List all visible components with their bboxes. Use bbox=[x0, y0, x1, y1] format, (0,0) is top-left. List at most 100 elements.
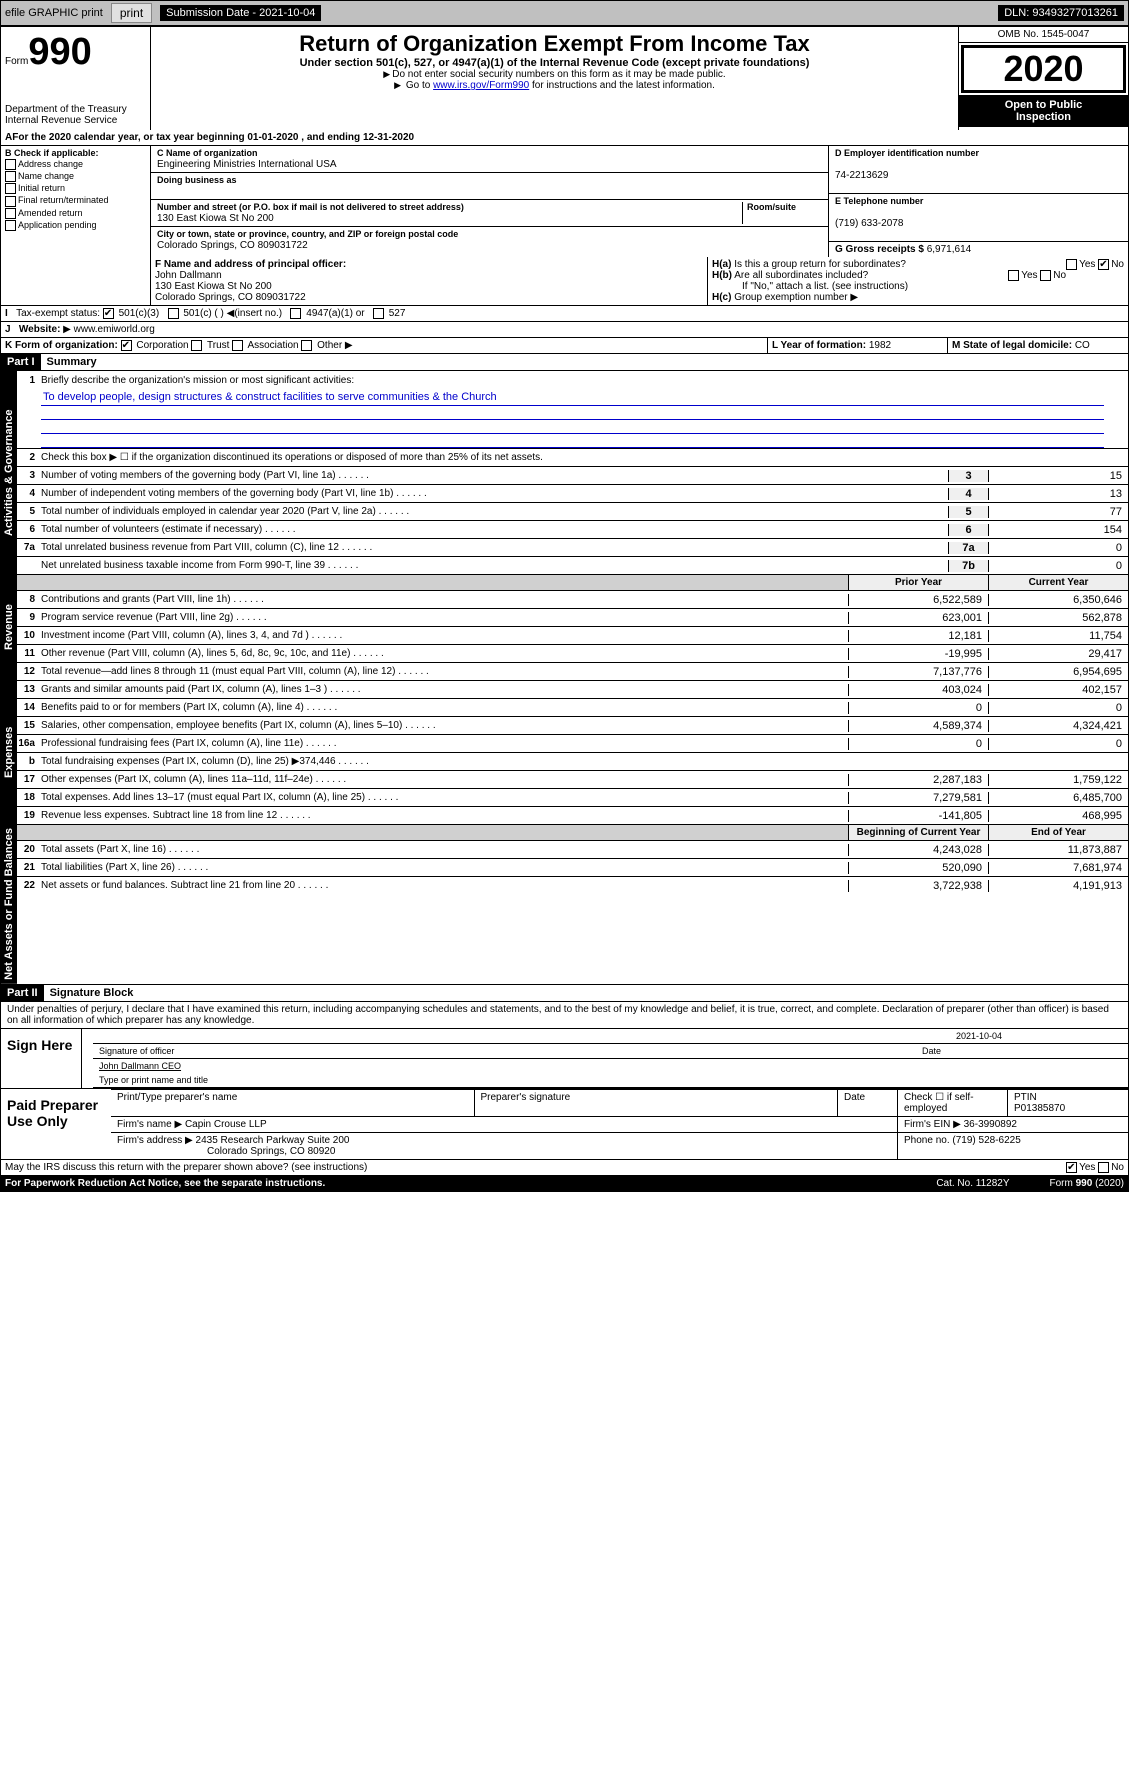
firm-ein: 36-3990892 bbox=[964, 1119, 1017, 1130]
year-box: OMB No. 1545-0047 2020 Open to PublicIns… bbox=[958, 27, 1128, 130]
discuss-yes[interactable] bbox=[1066, 1162, 1077, 1173]
phone: (719) 633-2078 bbox=[835, 218, 903, 229]
discuss-row: May the IRS discuss this return with the… bbox=[1, 1159, 1128, 1175]
org-name: Engineering Ministries International USA bbox=[157, 159, 337, 170]
cb-4947[interactable] bbox=[290, 308, 301, 319]
perjury-statement: Under penalties of perjury, I declare th… bbox=[1, 1002, 1128, 1028]
firm-phone: (719) 528-6225 bbox=[952, 1135, 1020, 1146]
table-row: 16aProfessional fundraising fees (Part I… bbox=[17, 734, 1128, 752]
table-row: 15Salaries, other compensation, employee… bbox=[17, 716, 1128, 734]
cb-amended[interactable]: Amended return bbox=[5, 208, 146, 219]
ptin: P01385870 bbox=[1014, 1103, 1065, 1114]
org-city: Colorado Springs, CO 809031722 bbox=[157, 240, 308, 251]
form-subtitle: Under section 501(c), 527, or 4947(a)(1)… bbox=[155, 57, 954, 69]
hb-yes[interactable] bbox=[1008, 270, 1019, 281]
cb-corp[interactable] bbox=[121, 340, 132, 351]
ein: 74-2213629 bbox=[835, 170, 888, 181]
footer-bar: For Paperwork Reduction Act Notice, see … bbox=[1, 1175, 1128, 1191]
hb-no[interactable] bbox=[1040, 270, 1051, 281]
summary-governance: Activities & Governance 1Briefly describ… bbox=[1, 371, 1128, 574]
state-domicile: CO bbox=[1075, 340, 1090, 351]
website-row: J Website: ▶ www.emiworld.org bbox=[1, 322, 1128, 338]
mission-text: To develop people, design structures & c… bbox=[41, 389, 1104, 406]
firm-name: Capin Crouse LLP bbox=[185, 1119, 267, 1130]
identity-section: B Check if applicable: Address change Na… bbox=[1, 146, 1128, 257]
officer-signed-name: John Dallmann CEO bbox=[99, 1061, 181, 1071]
form-word: Form bbox=[5, 56, 28, 67]
ha-no[interactable] bbox=[1098, 259, 1109, 270]
top-toolbar: efile GRAPHIC print print Submission Dat… bbox=[0, 0, 1129, 26]
discuss-no[interactable] bbox=[1098, 1162, 1109, 1173]
cb-name-change[interactable]: Name change bbox=[5, 171, 146, 182]
table-row: 20Total assets (Part X, line 16) . . . .… bbox=[17, 840, 1128, 858]
ha-yes[interactable] bbox=[1066, 259, 1077, 270]
paid-preparer-section: Paid Preparer Use Only Print/Type prepar… bbox=[1, 1088, 1128, 1159]
summary-revenue: Revenue Prior YearCurrent Year 8Contribu… bbox=[1, 574, 1128, 680]
table-row: 3Number of voting members of the governi… bbox=[17, 466, 1128, 484]
table-row: 6Total number of volunteers (estimate if… bbox=[17, 520, 1128, 538]
table-row: 5Total number of individuals employed in… bbox=[17, 502, 1128, 520]
table-row: 13Grants and similar amounts paid (Part … bbox=[17, 680, 1128, 698]
ssn-note: Do not enter social security numbers on … bbox=[155, 69, 954, 80]
box-c: C Name of organizationEngineering Minist… bbox=[151, 146, 828, 257]
table-row: 17Other expenses (Part IX, column (A), l… bbox=[17, 770, 1128, 788]
submission-date: Submission Date - 2021-10-04 bbox=[160, 5, 321, 21]
table-row: 22Net assets or fund balances. Subtract … bbox=[17, 876, 1128, 894]
table-row: 7aTotal unrelated business revenue from … bbox=[17, 538, 1128, 556]
table-row: bTotal fundraising expenses (Part IX, co… bbox=[17, 752, 1128, 770]
table-row: 11Other revenue (Part VIII, column (A), … bbox=[17, 644, 1128, 662]
website: www.emiworld.org bbox=[74, 324, 155, 335]
dln-label: DLN: 93493277013261 bbox=[998, 5, 1124, 21]
table-row: 4Number of independent voting members of… bbox=[17, 484, 1128, 502]
form-number: 990 bbox=[28, 31, 91, 73]
sidehead-revenue: Revenue bbox=[1, 574, 17, 680]
table-row: 18Total expenses. Add lines 13–17 (must … bbox=[17, 788, 1128, 806]
gross-receipts: 6,971,614 bbox=[927, 244, 972, 255]
tax-exempt-row: I Tax-exempt status: 501(c)(3) 501(c) ( … bbox=[1, 306, 1128, 322]
cb-501c3[interactable] bbox=[103, 308, 114, 319]
cb-initial-return[interactable]: Initial return bbox=[5, 183, 146, 194]
sidehead-governance: Activities & Governance bbox=[1, 371, 17, 574]
cb-assoc[interactable] bbox=[232, 340, 243, 351]
table-row: 9Program service revenue (Part VIII, lin… bbox=[17, 608, 1128, 626]
irs-link[interactable]: www.irs.gov/Form990 bbox=[433, 80, 529, 91]
tax-year: 2020 bbox=[961, 45, 1126, 93]
cb-other[interactable] bbox=[301, 340, 312, 351]
sidehead-netassets: Net Assets or Fund Balances bbox=[1, 824, 17, 984]
irs-label: Internal Revenue Service bbox=[5, 115, 146, 126]
table-row: 21Total liabilities (Part X, line 26) . … bbox=[17, 858, 1128, 876]
open-inspection: Open to PublicInspection bbox=[959, 95, 1128, 127]
cb-app-pending[interactable]: Application pending bbox=[5, 220, 146, 231]
form-990-body: Form990 Department of the Treasury Inter… bbox=[0, 26, 1129, 1192]
cb-final-return[interactable]: Final return/terminated bbox=[5, 195, 146, 206]
cb-527[interactable] bbox=[373, 308, 384, 319]
klm-row: K Form of organization: Corporation Trus… bbox=[1, 338, 1128, 354]
org-address: 130 East Kiowa St No 200 bbox=[157, 213, 274, 224]
table-row: 12Total revenue—add lines 8 through 11 (… bbox=[17, 662, 1128, 680]
officer-group-row: F Name and address of principal officer:… bbox=[1, 257, 1128, 306]
table-row: 19Revenue less expenses. Subtract line 1… bbox=[17, 806, 1128, 824]
cb-address-change[interactable]: Address change bbox=[5, 159, 146, 170]
box-deg: D Employer identification number74-22136… bbox=[828, 146, 1128, 257]
table-row: 14Benefits paid to or for members (Part … bbox=[17, 698, 1128, 716]
cb-501c[interactable] bbox=[168, 308, 179, 319]
tax-period-row: AFor the 2020 calendar year, or tax year… bbox=[1, 130, 1128, 146]
part2-header: Part II Signature Block bbox=[1, 984, 1128, 1002]
form-title: Return of Organization Exempt From Incom… bbox=[155, 31, 954, 57]
table-row: 8Contributions and grants (Part VIII, li… bbox=[17, 590, 1128, 608]
cb-trust[interactable] bbox=[191, 340, 202, 351]
box-b: B Check if applicable: Address change Na… bbox=[1, 146, 151, 257]
form-number-box: Form990 Department of the Treasury Inter… bbox=[1, 27, 151, 130]
sidehead-expenses: Expenses bbox=[1, 680, 17, 824]
print-button[interactable]: print bbox=[111, 3, 152, 23]
goto-note: Go to www.irs.gov/Form990 for instructio… bbox=[155, 80, 954, 91]
sign-here-section: Sign Here 2021-10-04 Signature of office… bbox=[1, 1028, 1128, 1088]
efile-label: efile GRAPHIC print bbox=[5, 7, 103, 19]
title-box: Return of Organization Exempt From Incom… bbox=[151, 27, 958, 130]
table-row: 10Investment income (Part VIII, column (… bbox=[17, 626, 1128, 644]
firm-addr1: 2435 Research Parkway Suite 200 bbox=[196, 1135, 350, 1146]
table-row: Net unrelated business taxable income fr… bbox=[17, 556, 1128, 574]
form-header: Form990 Department of the Treasury Inter… bbox=[1, 27, 1128, 130]
officer-name: John Dallmann bbox=[155, 270, 222, 281]
part1-header: Part I Summary bbox=[1, 354, 1128, 371]
